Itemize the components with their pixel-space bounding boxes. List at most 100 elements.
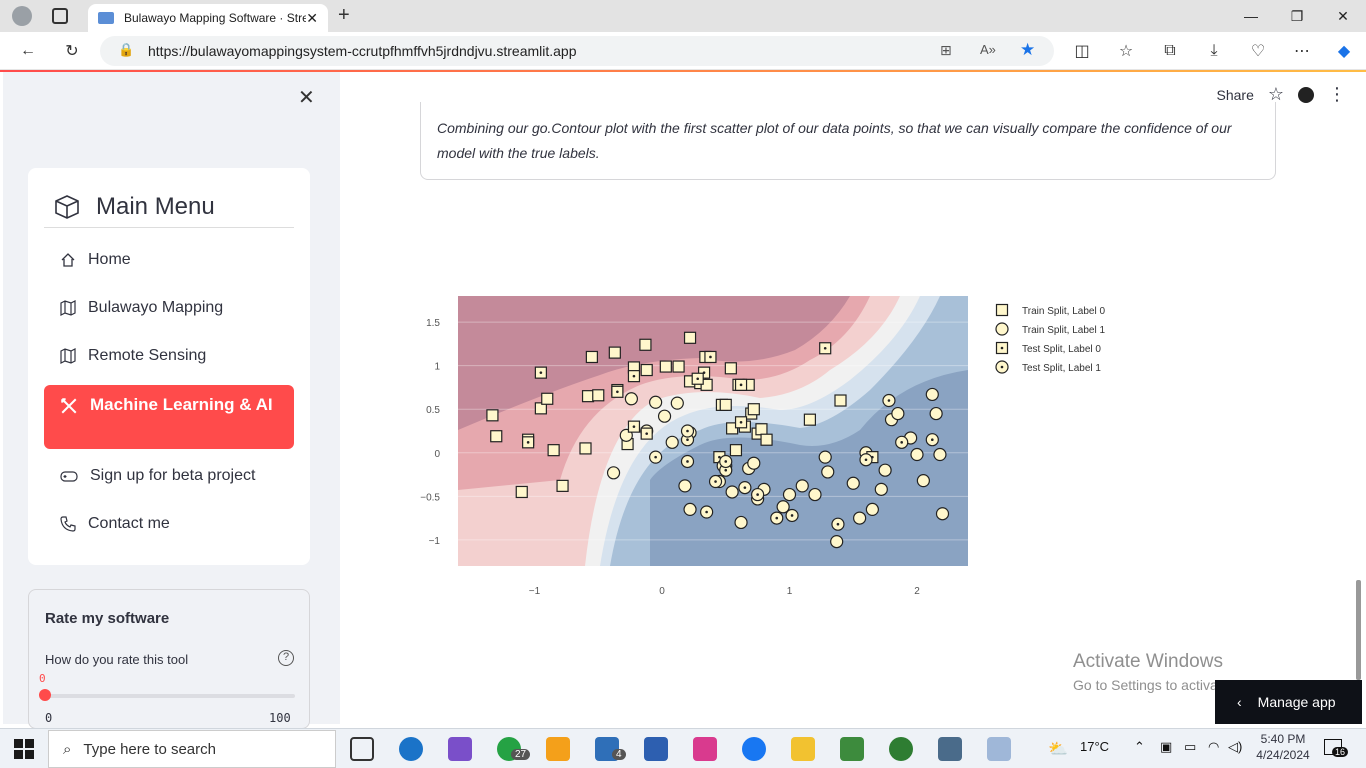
app-menu-icon[interactable]: ⋮ (1328, 84, 1346, 104)
point-square (486, 409, 499, 422)
slider-handle[interactable] (39, 689, 51, 701)
map-app-icon[interactable] (938, 737, 962, 761)
edge-icon[interactable] (399, 737, 423, 761)
profile-icon[interactable] (12, 6, 32, 26)
github-icon[interactable] (1298, 86, 1314, 103)
menu-item-home[interactable]: Home (44, 240, 294, 280)
browser-titlebar: Bulawayo Mapping Software · Streamlit ✕ … (0, 0, 1366, 32)
point-square-dot-dot (709, 355, 712, 359)
point-square (747, 403, 760, 416)
weather-icon[interactable]: ⛅ (1048, 741, 1068, 758)
star-icon[interactable]: ☆ (1267, 84, 1284, 104)
point-circle (808, 487, 822, 502)
windows-start-icon[interactable] (14, 739, 34, 759)
legend-marker (995, 322, 1009, 336)
menu-item-bulawayo-mapping[interactable]: Bulawayo Mapping (44, 288, 294, 328)
point-square (639, 338, 652, 351)
tray-chevron-icon[interactable]: ⌃ (1134, 739, 1145, 754)
volume-icon[interactable]: ◁) (1228, 739, 1243, 754)
point-circle (776, 500, 790, 514)
menu-item-contact[interactable]: Contact me (44, 504, 294, 544)
map-icon (60, 348, 76, 364)
point-square (556, 479, 569, 492)
read-aloud-icon[interactable]: A» (980, 42, 996, 57)
back-icon[interactable]: ← (20, 42, 36, 59)
point-circle-dot-dot (931, 438, 934, 442)
performance-icon[interactable]: ♡ (1250, 43, 1266, 60)
slider-track[interactable] (45, 694, 295, 698)
taskbar: ⌕ Type here to search 27 4 ⛅ 17°C ⌃ ▣ ▭ … (0, 728, 1366, 768)
more-icon[interactable]: ⋯ (1294, 43, 1310, 60)
favorites-icon[interactable]: ☆ (1118, 43, 1134, 60)
copilot-icon[interactable]: ◆ (1337, 43, 1351, 60)
address-bar[interactable]: 🔒 https://bulawayomappingsystem-ccrutpfh… (100, 36, 1054, 66)
x-tick-label: −1 (529, 586, 541, 597)
close-window-icon[interactable]: ✕ (1337, 7, 1349, 24)
point-circle (830, 535, 844, 549)
watermark-line1: Activate Windows (1073, 651, 1223, 672)
point-square (834, 394, 847, 407)
refresh-icon[interactable]: ↻ (65, 43, 79, 60)
legend-label: Test Split, Label 0 (1022, 344, 1101, 355)
point-square (579, 442, 592, 455)
point-square (755, 423, 768, 436)
minimize-icon[interactable]: — (1244, 8, 1258, 24)
help-icon[interactable]: ? (278, 650, 294, 666)
point-circle-dot-dot (743, 486, 747, 489)
tray-device-icon[interactable]: ▣ (1160, 739, 1173, 754)
sidebar-close-icon[interactable]: ✕ (298, 87, 315, 109)
rating-title: Rate my software (45, 610, 170, 627)
slider-max: 100 (269, 711, 291, 725)
point-square (724, 362, 737, 375)
app-available-icon[interactable]: ⊞ (940, 42, 952, 58)
visual-studio-icon[interactable] (448, 737, 472, 761)
slider-value: 0 (39, 672, 46, 685)
point-circle-dot-dot (724, 468, 728, 472)
new-tab-icon[interactable]: + (338, 4, 350, 26)
lock-icon: 🔒 (118, 42, 135, 57)
green-app-icon[interactable] (889, 737, 913, 761)
manage-app-button[interactable]: ‹ Manage app (1215, 680, 1362, 724)
clock[interactable]: 5:40 PM 4/24/2024 (1255, 732, 1311, 762)
point-square (760, 433, 773, 446)
store-icon[interactable] (644, 737, 668, 761)
colorful-app-icon[interactable] (546, 737, 570, 761)
menu-item-machine-learning[interactable]: Machine Learning & AI (44, 385, 294, 449)
x-tick-label: 1 (787, 586, 793, 597)
menu-item-sign-up[interactable]: Sign up for beta project (44, 456, 294, 496)
clock-date: 4/24/2024 (1256, 748, 1310, 762)
task-view-icon[interactable] (350, 737, 374, 761)
menu-item-label: Machine Learning & AI (90, 395, 273, 414)
image-viewer-icon[interactable] (987, 737, 1011, 761)
menu-item-remote-sensing[interactable]: Remote Sensing (44, 336, 294, 376)
point-square-dot-dot (616, 390, 619, 394)
search-placeholder: Type here to search (83, 740, 216, 758)
taskbar-search[interactable]: ⌕ Type here to search (48, 730, 336, 768)
facebook-icon[interactable] (742, 737, 766, 761)
map-icon (60, 300, 76, 316)
battery-icon[interactable]: ▭ (1184, 739, 1197, 754)
split-screen-icon[interactable]: ◫ (1074, 43, 1090, 60)
point-square (547, 444, 560, 457)
excel-like-icon[interactable] (840, 737, 864, 761)
tab-close-icon[interactable]: ✕ (306, 9, 318, 26)
share-button[interactable]: Share (1216, 86, 1254, 103)
point-square (659, 360, 672, 373)
collections-icon[interactable]: ⧉ (1164, 42, 1176, 59)
browser-tab[interactable]: Bulawayo Mapping Software · Streamlit ✕ (88, 4, 328, 32)
point-circle (678, 479, 692, 493)
page-scrollbar[interactable] (1356, 580, 1361, 680)
file-explorer-icon[interactable] (791, 737, 815, 761)
favorite-star-icon[interactable]: ★ (1020, 40, 1036, 59)
downloads-icon[interactable]: ⤓ (1210, 42, 1218, 59)
x-tick-label: 0 (659, 586, 665, 597)
point-circle-dot-dot (790, 514, 794, 517)
point-square-dot-dot (632, 425, 636, 428)
instagram-icon[interactable] (693, 737, 717, 761)
browser-toolbar: ← ↻ 🔒 https://bulawayomappingsystem-ccru… (0, 32, 1366, 70)
weather-temp[interactable]: 17°C (1080, 739, 1110, 754)
restore-icon[interactable]: ❐ (1290, 7, 1304, 24)
tab-actions-icon[interactable] (52, 8, 68, 24)
wifi-icon[interactable]: ◠ (1208, 739, 1220, 754)
point-square (719, 398, 732, 411)
